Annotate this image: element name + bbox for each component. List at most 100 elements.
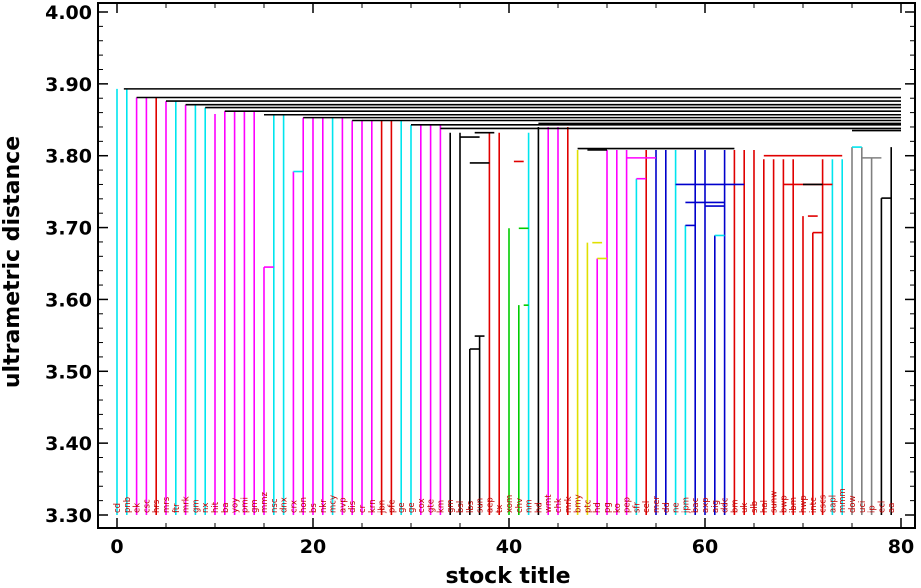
x-axis-title: stock title bbox=[445, 564, 570, 588]
leaf-label: mrs bbox=[162, 496, 172, 513]
leaf-label: chv bbox=[515, 498, 525, 513]
leaf-label: gm bbox=[446, 499, 456, 513]
leaf-label: cel bbox=[642, 501, 652, 513]
x-axis: 0 20 40 60 80 bbox=[110, 3, 914, 558]
leaf-label: ge bbox=[397, 502, 407, 513]
y-tick-label: 3.80 bbox=[45, 146, 92, 168]
plot-frame bbox=[97, 2, 916, 529]
leaf-label: dis bbox=[348, 500, 358, 513]
leaf-label: gm bbox=[250, 499, 260, 513]
leaf-label: pg bbox=[603, 502, 613, 513]
leaf-label: hit bbox=[211, 501, 221, 513]
leaf-label: crx bbox=[289, 500, 299, 513]
y-tick-label: 3.50 bbox=[45, 361, 92, 383]
leaf-label: hrs bbox=[152, 499, 162, 513]
leaf-label-layer: cd pnb ek csc hrs mrs ftr mrk gm nx hit ba yoy pmi gm m… bbox=[113, 488, 897, 514]
leaf-label: bwp bbox=[779, 495, 789, 513]
leaf-label: intc bbox=[809, 497, 819, 513]
leaf-label: mer bbox=[652, 495, 662, 513]
leaf-label: dow bbox=[848, 495, 858, 513]
leaf-label: pep bbox=[623, 497, 633, 513]
leaf-label: hal bbox=[760, 500, 770, 513]
leaf-label: gte bbox=[427, 499, 437, 513]
leaf-label: cd bbox=[113, 503, 123, 513]
leaf-label: tx bbox=[495, 505, 505, 513]
leaf-label: krn bbox=[368, 499, 378, 513]
leaf-label: mmm bbox=[838, 488, 848, 513]
leaf-label: sunw bbox=[770, 491, 780, 513]
x-tick-label: 80 bbox=[888, 536, 914, 558]
y-axis-title: ultrametric distance bbox=[0, 136, 25, 388]
leaf-label: pnb bbox=[123, 497, 133, 513]
leaf-label: hon bbox=[299, 497, 309, 513]
leaf-label: cr bbox=[358, 504, 368, 513]
leaf-label: ptc bbox=[583, 499, 593, 513]
leaf-label: avp bbox=[338, 497, 348, 513]
leaf-label: hwp bbox=[799, 495, 809, 513]
leaf-label: uk bbox=[740, 503, 750, 513]
leaf-label: nsc bbox=[270, 498, 280, 513]
leaf-label: cox bbox=[417, 498, 427, 513]
leaf-label: mrk bbox=[182, 496, 192, 513]
leaf-label: bsl bbox=[456, 501, 466, 513]
leaf-label: mmz bbox=[260, 491, 270, 513]
leaf-label: nx bbox=[201, 503, 211, 513]
leaf-label: cscs bbox=[819, 494, 829, 513]
y-tick-label: 3.60 bbox=[45, 289, 92, 311]
leaf-label: aa bbox=[887, 503, 897, 513]
x-tick-label: 0 bbox=[110, 536, 123, 558]
leaf-label: csc bbox=[142, 499, 152, 513]
y-tick-label: 3.70 bbox=[45, 218, 92, 240]
leaf-label: ibm bbox=[789, 497, 799, 513]
leaf-label: wmt bbox=[544, 494, 554, 513]
leaf-label: hd bbox=[593, 502, 603, 513]
leaf-label: bac bbox=[691, 497, 701, 513]
y-axis: 3.30 3.40 3.50 3.60 3.70 3.80 3.90 4.00 bbox=[45, 2, 915, 527]
leaf-label: jpm bbox=[681, 497, 691, 514]
leaf-label: ge bbox=[407, 502, 417, 513]
y-tick-label: 4.00 bbox=[45, 2, 92, 24]
leaf-label: pmi bbox=[240, 497, 250, 513]
x-tick-label: 20 bbox=[300, 536, 326, 558]
y-tick-label: 3.90 bbox=[45, 74, 92, 96]
x-tick-label: 60 bbox=[692, 536, 718, 558]
leaf-label: pfe bbox=[387, 499, 397, 513]
leaf-label: bmy bbox=[574, 494, 584, 513]
leaf-label: dnx bbox=[280, 497, 290, 513]
leaf-label: ek bbox=[133, 503, 143, 513]
leaf-label: aapl bbox=[828, 495, 838, 513]
leaf-label: ftr bbox=[172, 503, 182, 513]
leaf-label: ne bbox=[672, 502, 682, 513]
leaf-label: dd bbox=[662, 502, 672, 513]
leaf-label: jbn bbox=[378, 500, 388, 514]
leaf-label: km bbox=[436, 500, 446, 513]
leaf-label: gm bbox=[191, 499, 201, 513]
x-tick-label: 40 bbox=[496, 536, 522, 558]
leaf-label: aep bbox=[485, 497, 495, 513]
leaf-label: mrk bbox=[564, 496, 574, 513]
leaf-label: sun bbox=[476, 498, 486, 513]
leaf-label: bs bbox=[309, 503, 319, 513]
leaf-label: ba bbox=[221, 502, 231, 513]
leaf-label: uci bbox=[858, 501, 868, 513]
leaf-label: ip bbox=[868, 505, 878, 513]
leaf-label: aig bbox=[711, 500, 721, 513]
leaf-label: bm bbox=[730, 499, 740, 513]
y-tick-label: 3.30 bbox=[45, 505, 92, 527]
merge-layer bbox=[123, 88, 901, 350]
leaf-label: nm bbox=[525, 499, 535, 513]
leaf-label: slb bbox=[750, 501, 760, 513]
leaf-label: xom bbox=[505, 495, 515, 513]
leaf-label: ko bbox=[613, 503, 623, 513]
leaf-label: yoy bbox=[231, 498, 241, 513]
leaf-label: ddc bbox=[721, 497, 731, 513]
leaf-layer bbox=[116, 88, 893, 515]
leaf-label: sfr bbox=[632, 502, 642, 513]
leaf-label: mcy bbox=[329, 495, 339, 513]
leaf-label: ecl bbox=[877, 501, 887, 513]
leaf-label: lbs bbox=[466, 500, 476, 513]
leaf-label: axp bbox=[701, 497, 711, 513]
leaf-label: nkr bbox=[319, 499, 329, 513]
y-tick-label: 3.40 bbox=[45, 433, 92, 455]
